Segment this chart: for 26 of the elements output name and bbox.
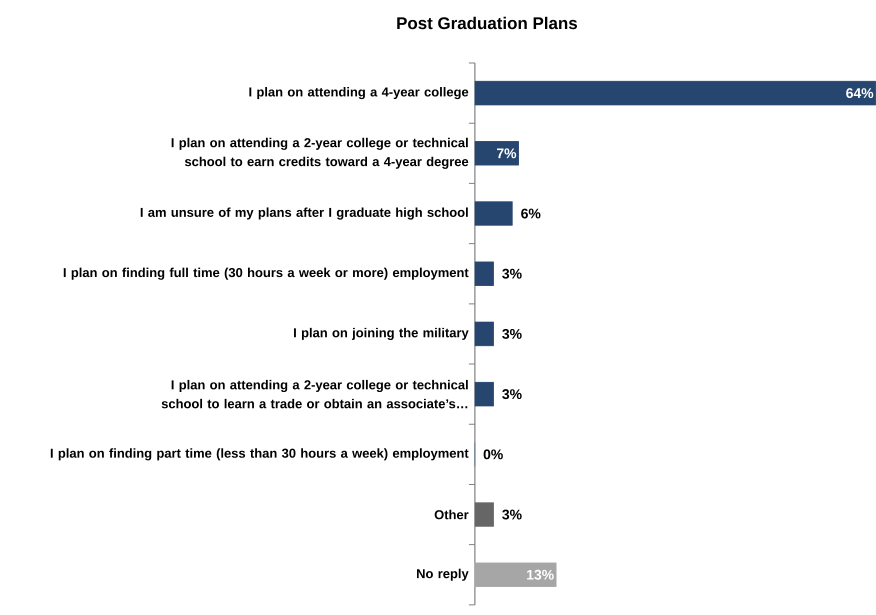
y-tick-label: I plan on attending a 2-year college or technical school to earn credits toward a 4-year degree (172, 138, 468, 169)
data-label: 13% (527, 570, 554, 580)
chart-title: Post Graduation Plans (397, 16, 577, 30)
y-tick-label: I plan on attending a 2-year college or technical school to learn a trade or obtain an associate’s… (162, 380, 468, 408)
data-label: 3% (502, 389, 522, 400)
data-label: 3% (502, 268, 522, 279)
data-label: 3% (502, 510, 522, 520)
bar (474, 502, 494, 527)
y-tick-label: I plan on joining the military (294, 328, 469, 340)
bar (474, 322, 494, 346)
y-tick-label: I plan on finding part time (less than 30 hours a week) employment (50, 448, 469, 460)
bar (474, 141, 519, 166)
data-label: 3% (502, 329, 522, 339)
data-label: 64% (846, 88, 874, 98)
y-tick-label: I am unsure of my plans after I graduate high school (140, 208, 468, 220)
data-label: 6% (521, 208, 540, 219)
bar (474, 262, 494, 286)
y-tick-label: I plan on finding full time (30 hours a week or more) employment (64, 268, 469, 280)
y-tick-label: Other (434, 510, 468, 520)
bar (474, 562, 557, 588)
bar (474, 201, 513, 226)
data-label: 0% (484, 449, 503, 460)
data-label: 7% (496, 148, 516, 158)
y-tick-label: I plan on attending a 4-year college (249, 87, 468, 100)
bar (474, 382, 494, 406)
y-tick-label: No reply (417, 568, 469, 581)
